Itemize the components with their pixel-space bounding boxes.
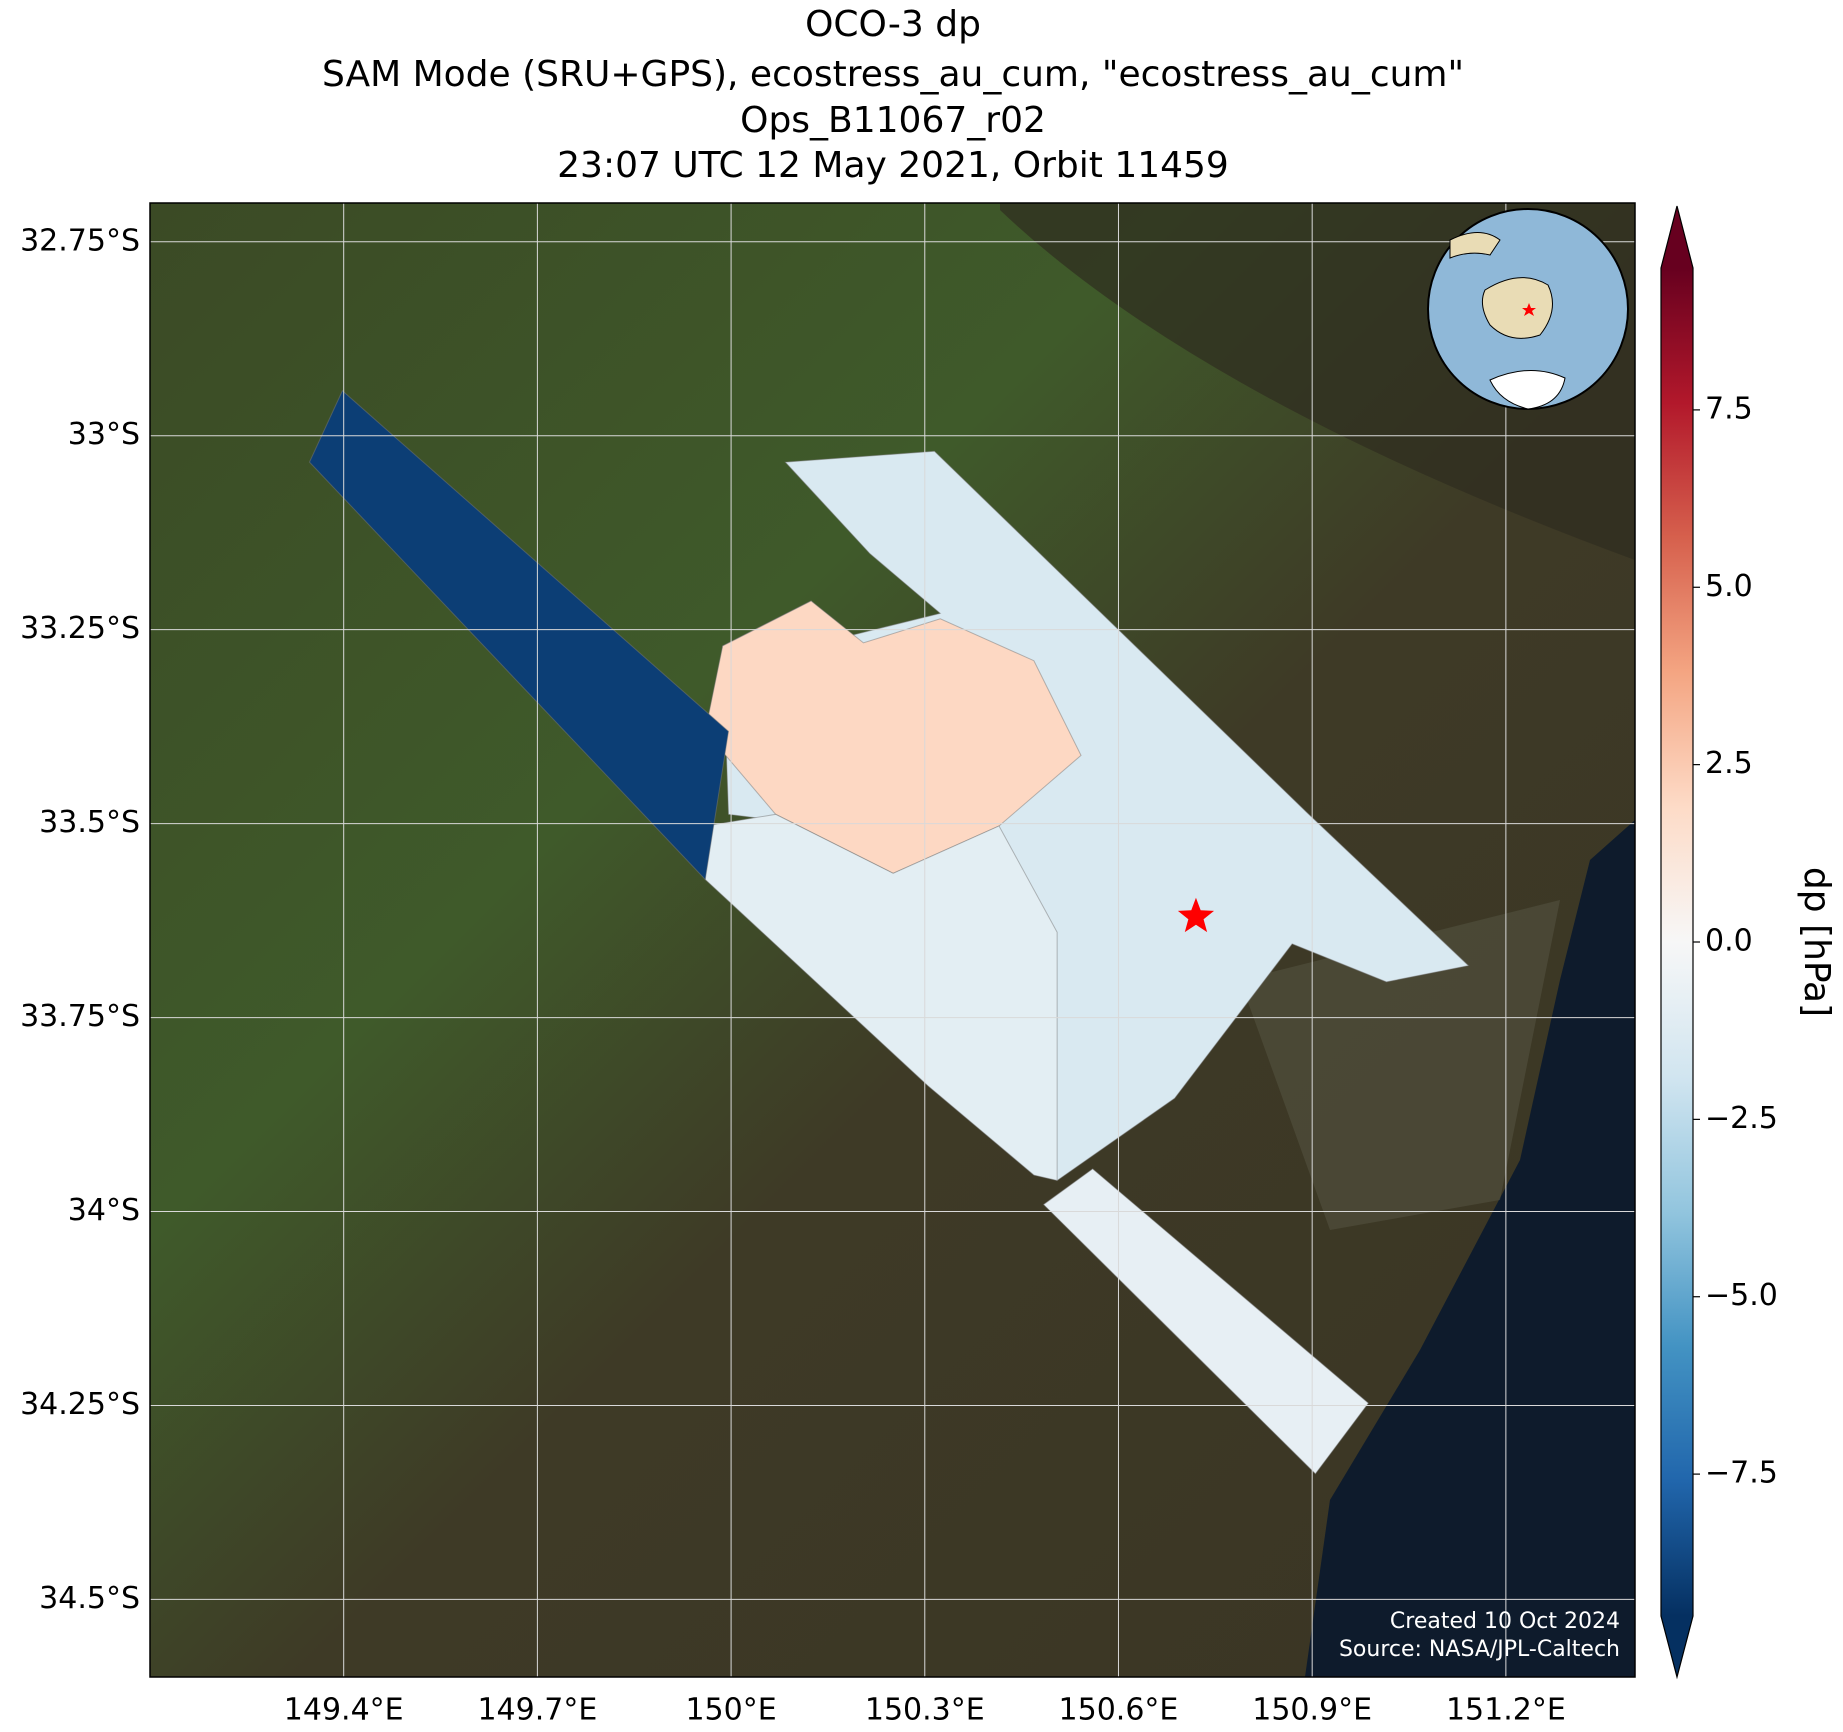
colorbar-body (1661, 268, 1693, 1616)
y-tick-label: 33°S (68, 417, 140, 452)
colorbar-tick-label: 2.5 (1705, 746, 1753, 781)
colorbar-tick-label: 7.5 (1705, 391, 1753, 426)
colorbar-extend-top (1661, 206, 1693, 268)
globe-australia (1481, 277, 1553, 339)
colorbar-outline (1660, 205, 1694, 1680)
title-line: 23:07 UTC 12 May 2021, Orbit 11459 (557, 145, 1229, 186)
y-tick-label: 34°S (68, 1193, 140, 1228)
y-tick-label: 32.75°S (20, 223, 140, 258)
x-tick-label: 150.6°E (1059, 1693, 1179, 1728)
colorbar-tick-label: 5.0 (1705, 569, 1753, 604)
colorbar-extend-bottom (1661, 1616, 1693, 1677)
colorbar-tick-label: −7.5 (1705, 1456, 1778, 1491)
y-tick-label: 34.25°S (20, 1387, 140, 1422)
swath-region (704, 600, 1082, 874)
titles: OCO-3 dp SAM Mode (SRU+GPS), ecostress_a… (322, 4, 1464, 186)
credit: Source: NASA/JPL-Caltech (1339, 1637, 1620, 1662)
colorbar (1660, 205, 1694, 1680)
x-tick-label: 149.7°E (477, 1693, 597, 1728)
title-line: SAM Mode (SRU+GPS), ecostress_au_cum, "e… (322, 54, 1464, 95)
swath-region (704, 813, 1058, 1182)
x-tick-label: 150.3°E (865, 1693, 985, 1728)
target-star (1177, 897, 1215, 933)
colorbar-tick-label: 0.0 (1705, 924, 1753, 959)
y-tick-label: 33.5°S (39, 805, 140, 840)
title-line: Ops_B11067_r02 (740, 100, 1046, 141)
title-line: OCO-3 dp (805, 4, 981, 45)
swath-region (308, 389, 730, 881)
y-tick-label: 33.25°S (20, 611, 140, 646)
globe-star (1522, 303, 1536, 316)
y-tick-label: 33.75°S (20, 999, 140, 1034)
ocean (1305, 820, 1635, 1677)
x-tick-label: 151.2°E (1446, 1693, 1566, 1728)
colorbar-tick-label: −5.0 (1705, 1278, 1778, 1313)
credit: Created 10 Oct 2024 (1390, 1609, 1620, 1634)
y-tick-label: 34.5°S (39, 1581, 140, 1616)
x-tick-label: 149.4°E (284, 1693, 404, 1728)
colorbar-label: dp [hPa] (1796, 867, 1837, 1017)
globe-antarctica (1489, 369, 1566, 410)
urban-area (1240, 900, 1560, 1230)
globe-inset (1427, 208, 1629, 410)
globe-asia (1449, 232, 1501, 259)
x-tick-label: 150°E (685, 1693, 776, 1728)
x-tick-label: 150.9°E (1252, 1693, 1372, 1728)
swath-region (1042, 1168, 1370, 1475)
map-frame (149, 202, 1636, 1678)
colorbar-tick-label: −2.5 (1705, 1101, 1778, 1136)
